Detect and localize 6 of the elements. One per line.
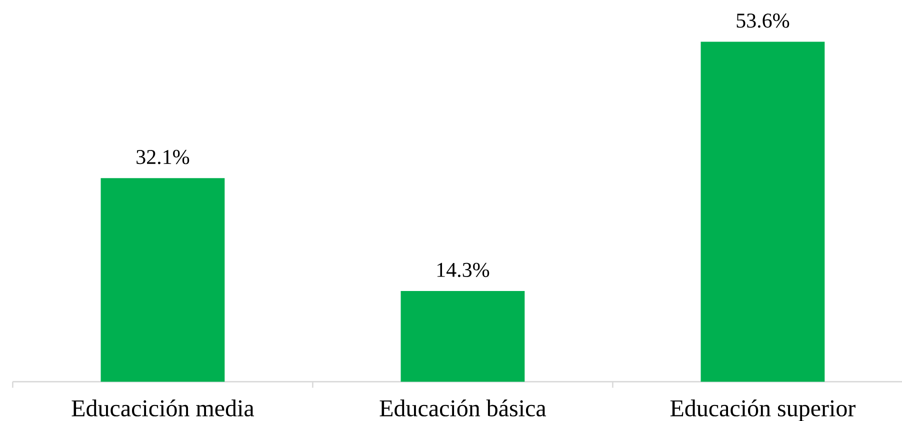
data-label: 32.1% xyxy=(136,150,190,164)
x-tick-label: Educación superior xyxy=(670,400,856,421)
x-tick-label: Educación básica xyxy=(380,400,546,416)
x-tick-label: Educacición media xyxy=(72,400,254,416)
data-label: 53.6% xyxy=(736,14,790,28)
data-label: 14.3% xyxy=(437,262,490,278)
